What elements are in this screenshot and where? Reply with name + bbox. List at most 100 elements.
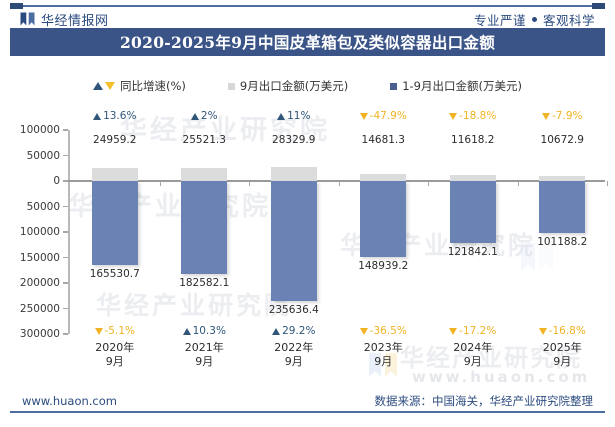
growth-label-top: -7.9% bbox=[518, 110, 608, 122]
slogan-right: 客观科学 bbox=[542, 12, 595, 28]
bar-group: -7.9% 10672.9 101188.2 -16.8% 2025年 9月 bbox=[518, 96, 608, 381]
y-axis-tick-mark bbox=[63, 333, 68, 335]
bar-cumulative[interactable] bbox=[539, 181, 586, 233]
growth-label-bottom: -5.1% bbox=[70, 325, 160, 337]
y-axis-tick-label: 150000 bbox=[19, 251, 60, 264]
bar-cumulative[interactable] bbox=[449, 181, 496, 244]
y-axis-tick-label: 100000 bbox=[19, 124, 60, 136]
x-axis-category-label: 2023年 9月 bbox=[339, 341, 429, 369]
y-axis-tick-mark bbox=[63, 256, 68, 259]
x-axis-tick-mark bbox=[338, 181, 340, 186]
bar-value-label-cumulative: 235636.4 bbox=[268, 304, 319, 317]
legend-swatch-blue-icon bbox=[390, 82, 398, 90]
growth-label-top: 13.6% bbox=[70, 110, 160, 122]
growth-label-bottom: -36.5% bbox=[339, 325, 429, 337]
footer-source: 数据来源：中国海关，华经产业研究院整理 bbox=[374, 394, 594, 408]
footer-website[interactable]: www.huaon.com bbox=[22, 394, 117, 408]
growth-value-top: 2% bbox=[200, 110, 218, 122]
growth-value-top: 13.6% bbox=[103, 110, 137, 122]
brand-name: 华经情报网 bbox=[41, 13, 109, 29]
bar-september[interactable] bbox=[181, 167, 228, 181]
bar-cumulative[interactable] bbox=[360, 181, 407, 257]
x-axis-category-label: 2022年 9月 bbox=[249, 341, 339, 369]
slogan-dot-icon bbox=[531, 16, 537, 22]
bar-group: 13.6% 24959.2 165530.7 -5.1% 2020年 9月 bbox=[70, 96, 160, 381]
x-axis-category-label: 2021年 9月 bbox=[160, 341, 250, 369]
triangle-down-icon bbox=[449, 327, 458, 335]
bar-september[interactable] bbox=[91, 168, 138, 181]
legend-label-september: 9月出口金额(万美元) bbox=[239, 79, 349, 93]
y-axis-tick-mark bbox=[63, 154, 68, 157]
y-axis-tick-mark bbox=[63, 231, 68, 233]
growth-value-bottom: -36.5% bbox=[369, 325, 407, 337]
legend-label-cumulative: 1-9月出口金额(万美元) bbox=[402, 79, 522, 93]
y-axis-tick-label: 200000 bbox=[19, 277, 60, 289]
x-axis-label-month: 9月 bbox=[374, 355, 393, 368]
slogan: 专业严谨 客观科学 bbox=[474, 10, 595, 29]
bar-september[interactable] bbox=[360, 173, 407, 181]
y-axis-tick-mark bbox=[63, 205, 68, 208]
bar-cumulative[interactable] bbox=[91, 181, 138, 266]
triangle-up-icon bbox=[93, 82, 104, 90]
bar-value-label-september: 28329.9 bbox=[272, 134, 316, 146]
x-axis-category-label: 2024年 9月 bbox=[428, 341, 518, 369]
x-axis-label-month: 9月 bbox=[284, 355, 303, 368]
triangle-up-icon bbox=[277, 112, 286, 120]
legend-item-growth[interactable]: 同比增速(%) bbox=[93, 78, 186, 94]
triangle-down-icon bbox=[542, 112, 551, 120]
x-axis-label-month: 9月 bbox=[463, 355, 482, 368]
growth-label-bottom: 29.2% bbox=[249, 325, 339, 337]
growth-value-bottom: -16.8% bbox=[548, 325, 586, 337]
growth-label-top: 2% bbox=[160, 110, 250, 122]
growth-label-bottom: 10.3% bbox=[160, 325, 250, 337]
bar-september[interactable] bbox=[449, 175, 496, 181]
y-axis-tick-label: 100000 bbox=[19, 226, 60, 238]
footer-rule bbox=[10, 411, 605, 413]
x-axis-label-month: 9月 bbox=[105, 355, 124, 368]
bar-group: -18.8% 11618.2 121842.1 -17.2% 2024年 9月 bbox=[428, 96, 518, 381]
brand: 华经情报网 bbox=[20, 10, 109, 29]
x-axis-category-label: 2020年 9月 bbox=[70, 341, 160, 369]
y-axis-line bbox=[68, 130, 70, 334]
x-axis-label-year: 2024年 bbox=[453, 341, 493, 354]
triangle-up-icon bbox=[190, 112, 199, 120]
growth-label-bottom: -17.2% bbox=[428, 325, 518, 337]
triangle-down-icon bbox=[105, 82, 116, 90]
growth-value-bottom: 29.2% bbox=[282, 325, 316, 337]
legend-swatch-gray-icon bbox=[227, 82, 235, 90]
bar-group: 2% 25521.3 182582.1 10.3% 2021年 9月 bbox=[160, 96, 250, 381]
legend-item-cumulative[interactable]: 1-9月出口金额(万美元) bbox=[390, 78, 522, 94]
x-axis-tick-mark bbox=[159, 181, 161, 186]
chart-plot-area: 100000 50000 0 50000 100000 150000 200000 25000… bbox=[0, 96, 615, 381]
legend-item-september[interactable]: 9月出口金额(万美元) bbox=[227, 78, 349, 94]
x-axis-tick-mark bbox=[517, 181, 519, 186]
growth-label-top: -47.9% bbox=[339, 110, 429, 122]
x-axis-tick-mark bbox=[607, 181, 609, 186]
growth-value-top: -18.8% bbox=[459, 110, 497, 122]
bar-cumulative[interactable] bbox=[181, 181, 228, 275]
growth-label-top: -18.8% bbox=[428, 110, 518, 122]
x-axis-tick-mark bbox=[428, 181, 430, 186]
bar-value-label-september: 11618.2 bbox=[451, 134, 495, 146]
bar-cumulative[interactable] bbox=[270, 181, 317, 302]
bar-group: 11% 28329.9 235636.4 29.2% 2022年 9月 bbox=[249, 96, 339, 381]
bar-value-label-cumulative: 165530.7 bbox=[89, 268, 140, 281]
chart-legend: 同比增速(%) 9月出口金额(万美元) 1-9月出口金额(万美元) bbox=[0, 76, 615, 96]
bar-september[interactable] bbox=[539, 175, 586, 181]
page-footer: www.huaon.com 数据来源：中国海关，华经产业研究院整理 bbox=[0, 391, 615, 411]
growth-value-top: -47.9% bbox=[369, 110, 407, 122]
bar-september[interactable] bbox=[270, 166, 317, 181]
growth-value-top: 11% bbox=[287, 110, 311, 122]
growth-value-top: -7.9% bbox=[552, 110, 583, 122]
triangle-up-icon bbox=[272, 327, 281, 335]
x-axis-label-year: 2020年 bbox=[95, 341, 135, 354]
y-axis-tick-label: 300000 bbox=[19, 328, 60, 340]
bar-value-label-cumulative: 121842.1 bbox=[447, 246, 498, 259]
bar-group: -47.9% 14681.3 148939.2 -36.5% 2023年 9月 bbox=[339, 96, 429, 381]
x-axis-label-year: 2025年 bbox=[542, 341, 582, 354]
growth-value-bottom: -17.2% bbox=[459, 325, 497, 337]
triangle-pair-icon bbox=[93, 82, 116, 90]
bookmark-logo-icon bbox=[20, 12, 35, 26]
bar-value-label-cumulative: 182582.1 bbox=[179, 277, 230, 290]
y-axis-tick-label: 0 bbox=[53, 175, 60, 187]
